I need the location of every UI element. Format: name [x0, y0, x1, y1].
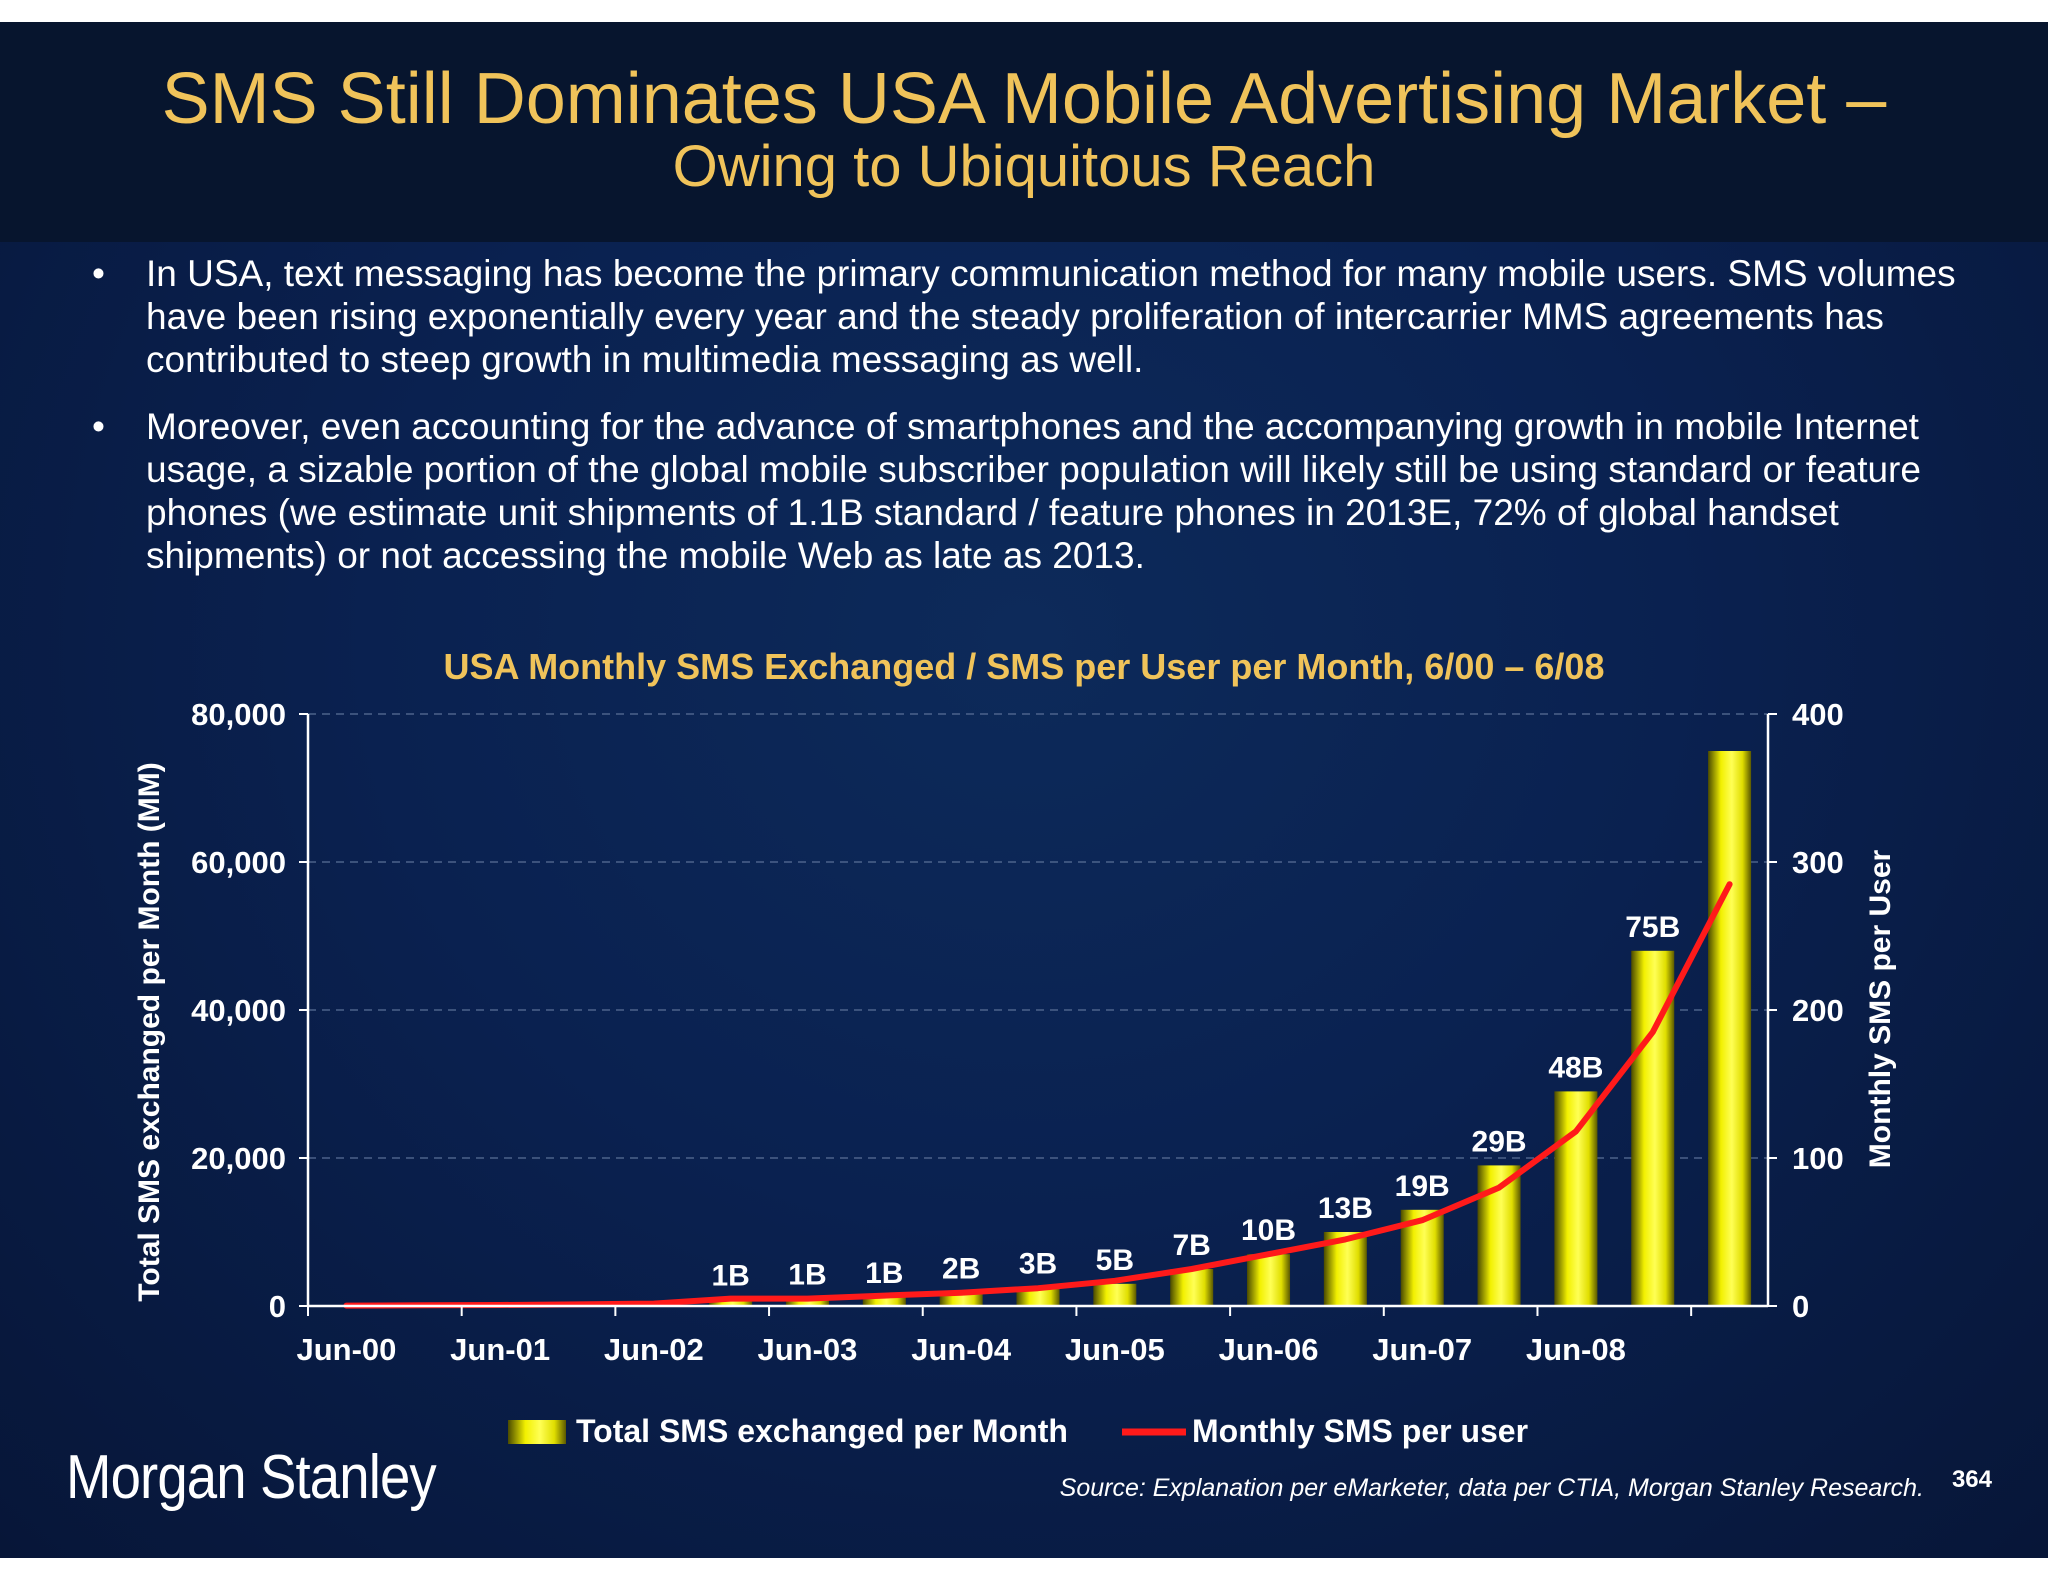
bar-value-label: 10B [1241, 1214, 1296, 1247]
legend-bar-label: Total SMS exchanged per Month [576, 1413, 1068, 1449]
x-tick-label: Jun-06 [1219, 1332, 1319, 1367]
x-tick-label: Jun-03 [758, 1332, 858, 1367]
header-band: SMS Still Dominates USA Mobile Advertisi… [0, 22, 2048, 242]
bar [1247, 1254, 1291, 1306]
y-tick-label: 20,000 [191, 1141, 286, 1176]
bar-value-label: 5B [1096, 1244, 1134, 1277]
chart-title: USA Monthly SMS Exchanged / SMS per User… [443, 646, 1605, 687]
bar-value-label: 7B [1173, 1229, 1211, 1262]
x-tick-label: Jun-04 [911, 1332, 1012, 1367]
legend: Total SMS exchanged per Month Monthly SM… [508, 1413, 1528, 1449]
y-tick-label: 0 [269, 1289, 286, 1324]
legend-bar-swatch [508, 1420, 566, 1444]
bullet-list: • In USA, text messaging has become the … [92, 252, 1972, 601]
bar-value-label: 29B [1472, 1125, 1527, 1158]
x-tick-label: Jun-05 [1065, 1332, 1165, 1367]
bar [862, 1297, 906, 1306]
x-tick-label: Jun-07 [1372, 1332, 1472, 1367]
bullet-item: • In USA, text messaging has become the … [92, 252, 1972, 381]
y2-axis-title: Monthly SMS per User [1864, 849, 1897, 1168]
bullet-text: In USA, text messaging has become the pr… [146, 253, 1956, 380]
grid-lines [308, 713, 1768, 1159]
y2-tick-label: 100 [1792, 1141, 1844, 1176]
page-number: 364 [1951, 1466, 1992, 1493]
y2-tick-label: 400 [1792, 697, 1844, 732]
bar [1170, 1269, 1214, 1306]
bullet-dot: • [92, 406, 105, 447]
bar [1016, 1287, 1060, 1306]
y2-tick-label: 200 [1792, 993, 1844, 1028]
x-tick-label: Jun-00 [296, 1332, 396, 1367]
bar-value-label: 19B [1395, 1170, 1450, 1203]
bar-value-label: 1B [865, 1257, 903, 1290]
bar-value-label: 2B [942, 1253, 980, 1286]
bar-value-label: 1B [788, 1259, 826, 1292]
axes: 0 20,000 40,000 60,000 80,000 0 100 200 300 400 Ju… [191, 697, 1844, 1367]
bar [1554, 1091, 1598, 1306]
bar-value-label: 75B [1625, 911, 1680, 944]
y-tick-label: 40,000 [191, 993, 286, 1028]
source-note: Source: Explanation per eMarketer, data … [1059, 1474, 1924, 1502]
bar-value-label: 3B [1019, 1248, 1057, 1281]
y-tick-label: 60,000 [191, 845, 286, 880]
bar-series [324, 751, 1752, 1307]
bar [1093, 1283, 1137, 1306]
bullet-text: Moreover, even accounting for the advanc… [146, 406, 1921, 576]
morgan-stanley-logo: Morgan Stanley [66, 1443, 437, 1512]
bullet-item: • Moreover, even accounting for the adva… [92, 405, 1972, 577]
bar [709, 1299, 753, 1306]
sms-per-user-line [343, 881, 1733, 1309]
bullet-dot: • [92, 253, 105, 294]
slide: SMS Still Dominates USA Mobile Advertisi… [0, 22, 2048, 1558]
page-title: SMS Still Dominates USA Mobile Advertisi… [161, 59, 1887, 139]
page-subtitle: Owing to Ubiquitous Reach [672, 134, 1376, 199]
bar [1708, 751, 1752, 1306]
x-tick-label: Jun-08 [1526, 1332, 1626, 1367]
x-tick-label: Jun-01 [450, 1332, 550, 1367]
sms-chart: 0 20,000 40,000 60,000 80,000 0 100 200 300 400 Ju… [133, 697, 1897, 1449]
x-tick-label: Jun-02 [604, 1332, 704, 1367]
y-tick-label: 80,000 [191, 697, 286, 732]
y-axis-title: Total SMS exchanged per Month (MM) [133, 762, 166, 1301]
line-series [343, 881, 1733, 1309]
legend-line-label: Monthly SMS per user [1192, 1413, 1528, 1449]
bar-value-label: 1B [711, 1259, 749, 1292]
bar [785, 1298, 829, 1306]
y2-tick-label: 0 [1792, 1289, 1809, 1324]
bar-value-label: 13B [1318, 1192, 1373, 1225]
y2-tick-label: 300 [1792, 845, 1844, 880]
bar-labels: 1B 1B 1B 2B 3B 5B 7B 10B 13B 19B 29B 48B 75B [711, 911, 1680, 1293]
bar-value-label: 48B [1548, 1051, 1603, 1084]
